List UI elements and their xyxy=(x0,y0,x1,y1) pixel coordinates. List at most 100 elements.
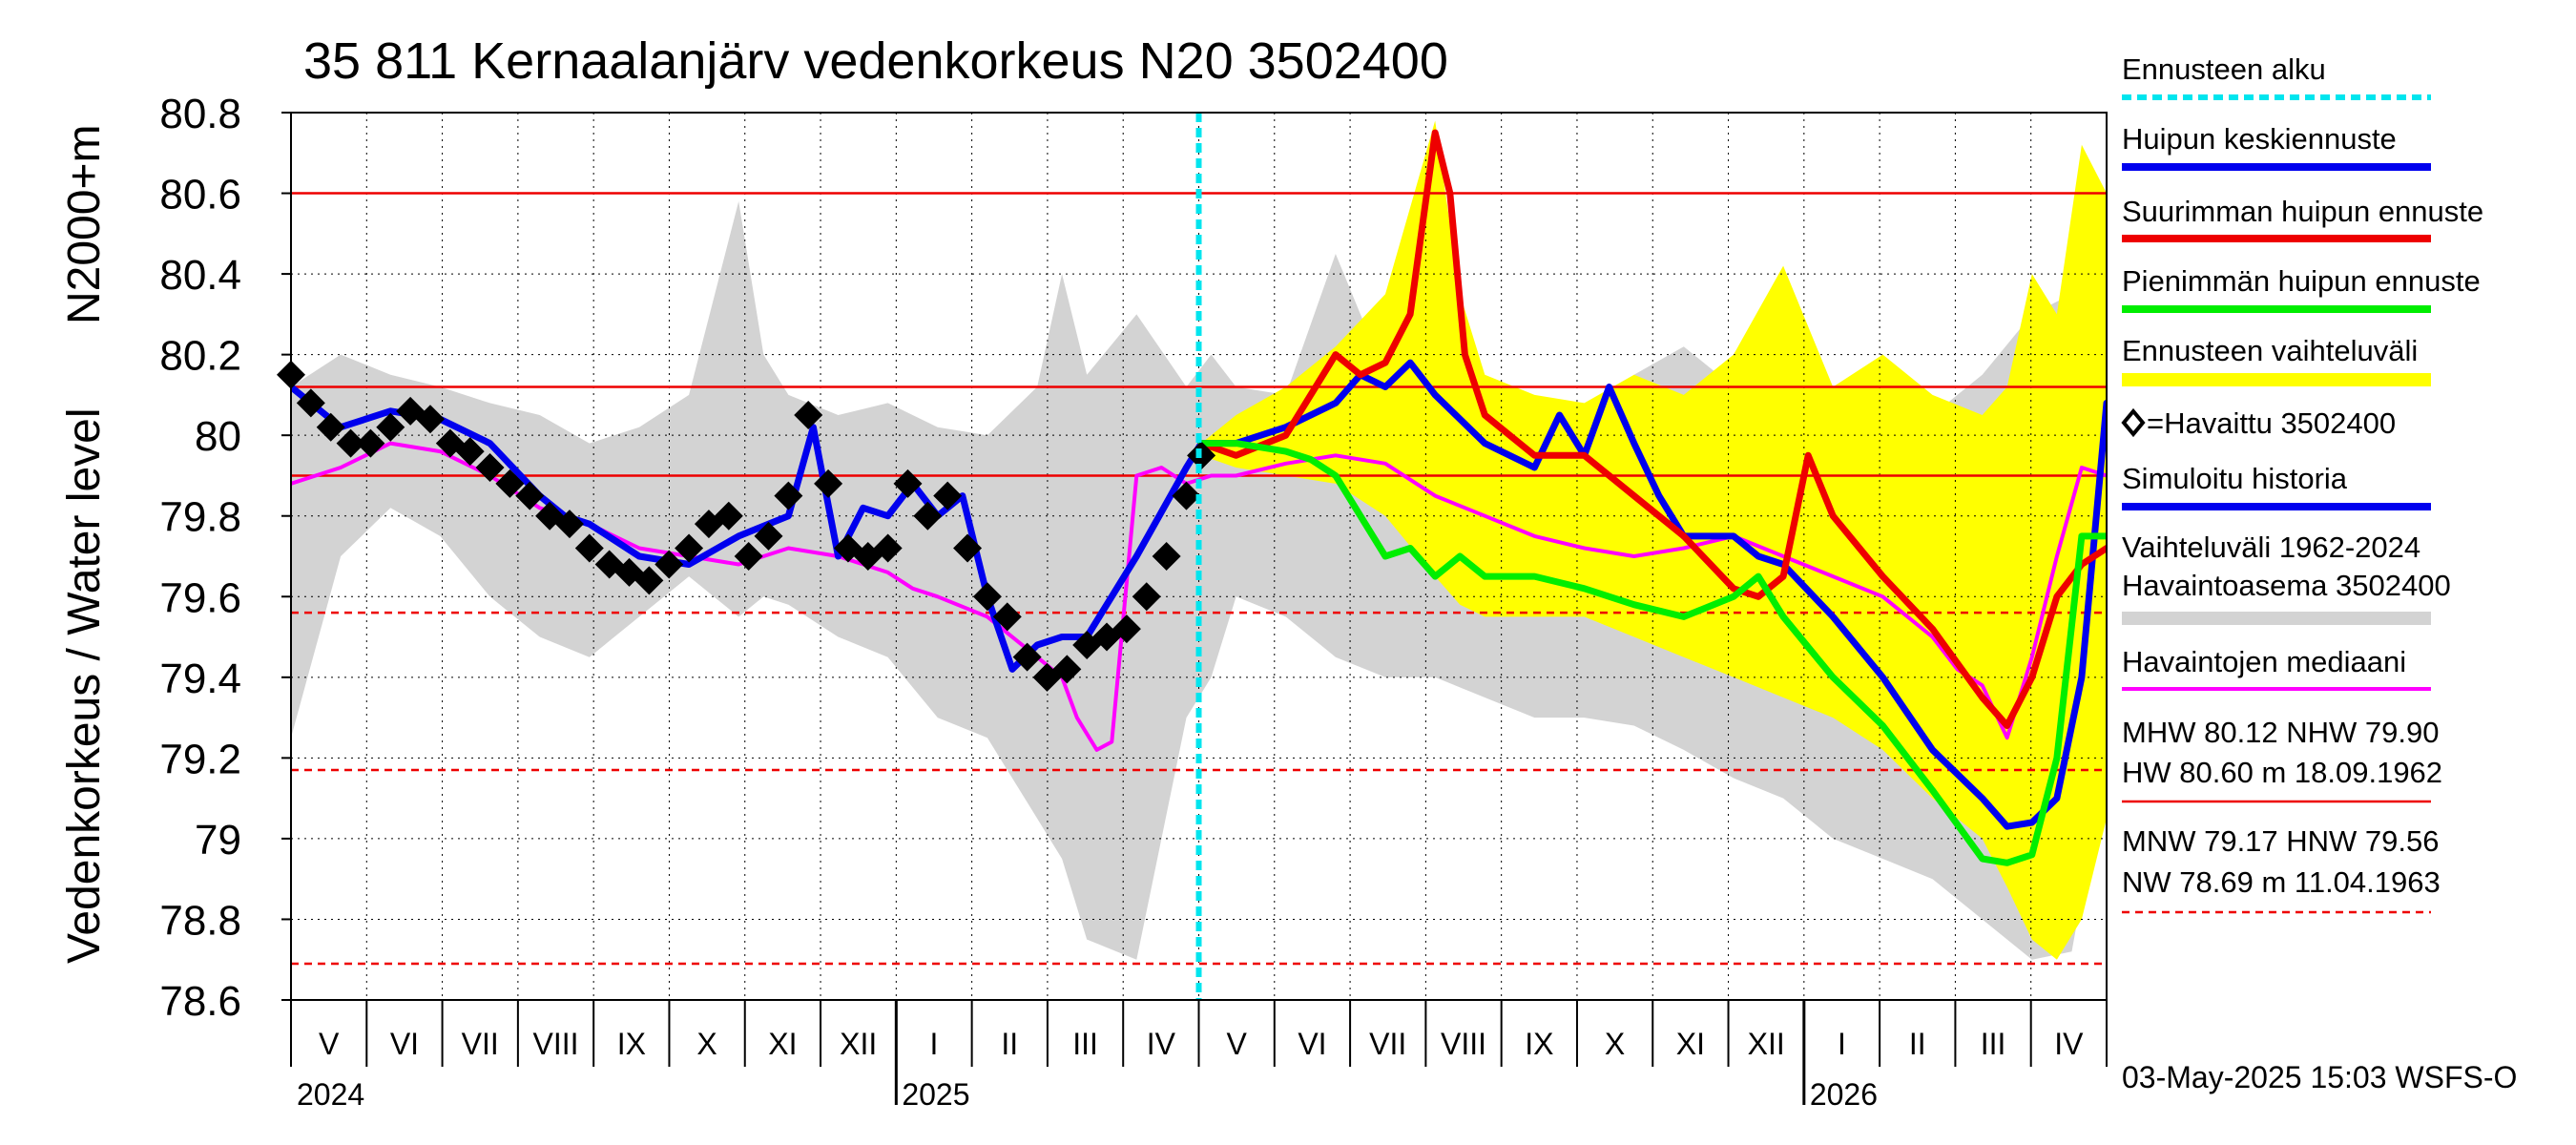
month-label: III xyxy=(1072,1027,1098,1061)
month-label: II xyxy=(1909,1027,1926,1061)
legend-range-line1: Vaihteluväli 1962-2024 xyxy=(2122,531,2420,564)
legend-forecast-start: Ennusteen alku xyxy=(2122,52,2326,86)
legend-stats2-line2: NW 78.69 m 11.04.1963 xyxy=(2122,865,2441,899)
observed-point xyxy=(574,533,604,563)
observed-point xyxy=(654,550,684,579)
observed-point xyxy=(336,428,365,458)
y-tick-label: 79.8 xyxy=(159,494,241,541)
legend-max-peak: Suurimman huipun ennuste xyxy=(2122,195,2483,228)
series-suurimman-huipun-ennuste xyxy=(1197,129,2107,729)
observed-point xyxy=(634,566,664,595)
observed-point xyxy=(296,388,325,418)
month-label: XII xyxy=(1748,1027,1785,1061)
y-tick-label: 79.4 xyxy=(159,656,241,702)
observed-point xyxy=(356,428,385,458)
observed-point xyxy=(992,602,1022,632)
year-label: 2026 xyxy=(1810,1077,1878,1112)
legend-observed: =Havaittu 3502400 xyxy=(2147,406,2396,440)
legend: Ennusteen alku Huipun keskiennuste Suurimm… xyxy=(2121,52,2483,914)
observed-point xyxy=(1052,655,1082,684)
legend-forecast-range: Ennusteen vaihteluväli xyxy=(2122,334,2418,367)
observed-point xyxy=(933,481,963,510)
month-label: V xyxy=(319,1027,340,1061)
observed-point xyxy=(774,481,803,510)
observed-point xyxy=(953,533,983,563)
observed-point xyxy=(554,510,584,539)
year-label: 2024 xyxy=(297,1077,364,1112)
y-tick-label: 79.6 xyxy=(159,574,241,621)
month-label: IV xyxy=(1147,1027,1176,1061)
month-label: I xyxy=(1838,1027,1846,1061)
legend-stats2-line1: MNW 79.17 HNW 79.56 xyxy=(2122,824,2440,858)
observed-point xyxy=(1132,582,1161,612)
y-tick-label: 79.2 xyxy=(159,736,241,782)
observed-point xyxy=(675,533,704,563)
month-label: X xyxy=(1605,1027,1625,1061)
month-label: IX xyxy=(1525,1027,1553,1061)
observed-point xyxy=(455,437,485,467)
forecast-band xyxy=(1201,120,2107,960)
month-label: IV xyxy=(2054,1027,2084,1061)
month-label: VIII xyxy=(533,1027,579,1061)
legend-median: Havaintojen mediaani xyxy=(2122,645,2406,678)
y-tick-label: 80.8 xyxy=(159,91,241,137)
month-label: VI xyxy=(1298,1027,1326,1061)
observed-point xyxy=(913,501,943,531)
y-axis-label-bottom: Vedenkorkeus / Water level xyxy=(59,407,110,964)
y-tick-label: 80.6 xyxy=(159,172,241,219)
y-tick-label: 80.2 xyxy=(159,333,241,380)
observed-point xyxy=(1012,642,1042,672)
legend-stats1-line1: MHW 80.12 NHW 79.90 xyxy=(2122,716,2440,749)
month-label: XI xyxy=(768,1027,797,1061)
y-tick-label: 79 xyxy=(195,817,241,864)
timestamp-footer: 03-May-2025 15:03 WSFS-O xyxy=(2122,1060,2517,1094)
year-label: 2025 xyxy=(902,1077,969,1112)
y-tick-label: 80.4 xyxy=(159,252,241,299)
observed-point xyxy=(415,405,445,434)
observed-point xyxy=(794,401,823,430)
observed-point xyxy=(376,412,405,442)
month-label: IX xyxy=(617,1027,646,1061)
legend-mean-peak: Huipun keskiennuste xyxy=(2122,122,2397,156)
observed-point xyxy=(475,453,505,482)
month-label: XI xyxy=(1676,1027,1705,1061)
observed-point xyxy=(1152,542,1181,571)
observed-point xyxy=(515,481,545,510)
observed-point xyxy=(316,412,345,442)
month-label: V xyxy=(1226,1027,1247,1061)
month-label: VII xyxy=(462,1027,499,1061)
month-label: II xyxy=(1001,1027,1018,1061)
legend-range-line2: Havaintoasema 3502400 xyxy=(2122,569,2451,602)
chart-title: 35 811 Kernaalanjärv vedenkorkeus N20 35… xyxy=(303,32,1448,90)
legend-observed-marker xyxy=(2121,407,2146,438)
observed-point xyxy=(873,533,903,563)
observed-point xyxy=(734,542,763,571)
legend-simulated: Simuloitu historia xyxy=(2122,462,2348,495)
y-tick-label: 78.6 xyxy=(159,978,241,1025)
observed-point xyxy=(1111,614,1141,644)
series-simuloitu-historia xyxy=(291,384,1205,673)
observed-point xyxy=(893,468,923,498)
observed-point xyxy=(814,468,843,498)
series-huipun-keskiennuste xyxy=(1197,359,2107,830)
month-label: III xyxy=(1981,1027,2006,1061)
plot-area: 78.6 78.8 79 79.2 79.4 79.6 79.8 80 80.2 80.4 80.6… xyxy=(159,91,2108,1112)
observed-point xyxy=(754,521,783,551)
observed-point xyxy=(972,582,1002,612)
y-tick-label: 80 xyxy=(195,413,241,460)
y-axis-label-top: N2000+m xyxy=(59,125,110,324)
legend-min-peak: Pienimmän huipun ennuste xyxy=(2122,264,2481,298)
legend-stats1-line2: HW 80.60 m 18.09.1962 xyxy=(2122,756,2442,789)
y-tick-label: 78.8 xyxy=(159,897,241,944)
month-label: VIII xyxy=(1441,1027,1486,1061)
month-label: XII xyxy=(840,1027,877,1061)
month-label: X xyxy=(696,1027,717,1061)
observed-point xyxy=(1172,481,1201,510)
observed-point xyxy=(714,501,743,531)
series-pienimm-n-huipun-ennuste xyxy=(1197,440,2107,866)
month-label: I xyxy=(930,1027,939,1061)
observed-point xyxy=(495,468,525,498)
month-label: VI xyxy=(390,1027,419,1061)
month-label: VII xyxy=(1369,1027,1406,1061)
